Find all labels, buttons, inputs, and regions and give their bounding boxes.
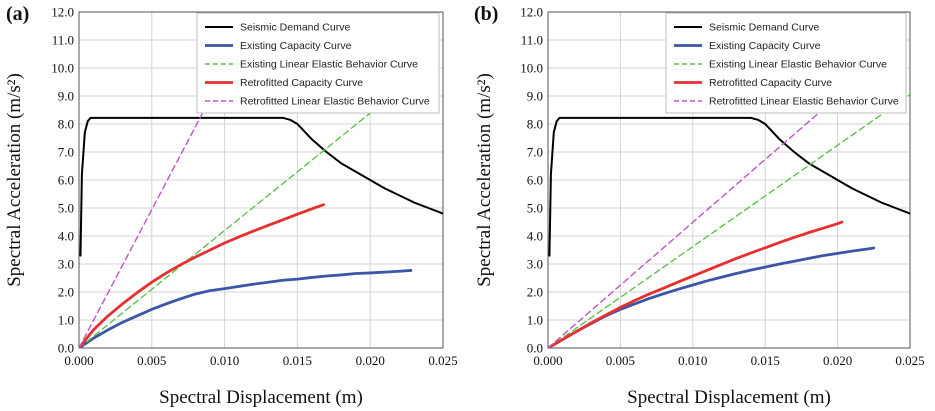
legend-label: Existing Capacity Curve	[240, 40, 352, 52]
x-tick-label: 0.025	[895, 353, 924, 368]
legend: Seismic Demand Curve Existing Capacity Cu…	[665, 12, 907, 114]
x-tick-label: 0.000	[533, 353, 562, 368]
y-tick-label: 6.0	[58, 173, 74, 188]
series-group	[79, 106, 443, 348]
y-axis-title: Spectral Acceleration (m/s²)	[4, 73, 25, 287]
series-line-seismic-demand-curve	[548, 116, 910, 257]
x-tick-label: 0.005	[137, 353, 166, 368]
y-tick-label: 7.0	[527, 145, 543, 160]
x-axis-title: Spectral Displacement (m)	[627, 387, 831, 408]
y-tick-label: 12.0	[520, 5, 543, 20]
y-axis-title: Spectral Acceleration (m/s²)	[474, 73, 495, 287]
series-line-retrofitted-capacity-curve	[548, 220, 844, 348]
x-tick-label: 0.005	[606, 353, 635, 368]
series-line-retrofitted-linear-elastic-behavior-curve	[79, 106, 207, 348]
legend-label: Existing Linear Elastic Behavior Curve	[240, 59, 418, 71]
y-tick-label: 11.0	[52, 33, 74, 48]
legend-box	[196, 12, 440, 114]
y-tick-label: 9.0	[527, 89, 543, 104]
legend: Seismic Demand Curve Existing Capacity Cu…	[196, 12, 440, 114]
x-tick-label: 0.000	[64, 353, 93, 368]
y-tick-label: 8.0	[527, 117, 543, 132]
y-tick-label: 9.0	[58, 89, 74, 104]
legend-box	[665, 12, 907, 114]
y-tick-label: 7.0	[58, 145, 74, 160]
y-tick-label: 4.0	[527, 229, 543, 244]
x-tick-label: 0.020	[356, 353, 385, 368]
panel-label: (b)	[474, 3, 498, 25]
legend-label: Seismic Demand Curve	[709, 22, 819, 34]
series-line-existing-linear-elastic-behavior-curve	[79, 106, 379, 348]
y-tick-label: 2.0	[58, 285, 74, 300]
plot-frame	[78, 11, 444, 349]
y-tick-label: 5.0	[58, 201, 74, 216]
series-line-existing-capacity-curve	[79, 269, 413, 348]
legend-label: Retrofitted Capacity Curve	[709, 77, 832, 89]
y-tick-label: 5.0	[527, 201, 543, 216]
panel-label: (a)	[6, 3, 29, 25]
x-tick-label: 0.025	[428, 353, 457, 368]
y-tick-label: 6.0	[527, 173, 543, 188]
plot-frame	[547, 11, 911, 349]
legend-label: Existing Linear Elastic Behavior Curve	[709, 59, 887, 71]
legend-label: Seismic Demand Curve	[240, 22, 350, 34]
x-tick-label: 0.010	[678, 353, 707, 368]
series-line-retrofitted-capacity-curve	[79, 203, 326, 348]
y-tick-label: 1.0	[527, 313, 543, 328]
y-tick-label: 10.0	[520, 61, 543, 76]
y-tick-label: 11.0	[521, 33, 543, 48]
y-tick-label: 0.0	[58, 341, 74, 356]
chart-panel-a: 0.0 1.0 2.0 3.0 4.0 5.0 6.0 7.0 8.0 9.0 10.0 11.0 12…	[4, 3, 458, 408]
y-tick-label: 1.0	[58, 313, 74, 328]
y-tick-label: 8.0	[58, 117, 74, 132]
legend-label: Retrofitted Linear Elastic Behavior Curv…	[240, 96, 430, 108]
y-tick-label: 2.0	[527, 285, 543, 300]
x-tick-label: 0.010	[210, 353, 239, 368]
x-tick-label: 0.015	[283, 353, 312, 368]
y-tick-label: 3.0	[58, 257, 74, 272]
y-tick-label: 3.0	[527, 257, 543, 272]
x-tick-label: 0.015	[751, 353, 780, 368]
y-tick-label: 12.0	[51, 5, 74, 20]
series-line-existing-linear-elastic-behavior-curve	[548, 93, 910, 348]
x-tick-label: 0.020	[823, 353, 852, 368]
legend-label: Retrofitted Capacity Curve	[240, 77, 363, 89]
legend-label: Existing Capacity Curve	[709, 40, 821, 52]
y-tick-label: 4.0	[58, 229, 74, 244]
y-tick-label: 10.0	[51, 61, 74, 76]
series-line-existing-capacity-curve	[548, 246, 876, 348]
x-axis-title: Spectral Displacement (m)	[159, 387, 363, 408]
legend-label: Retrofitted Linear Elastic Behavior Curv…	[709, 96, 899, 108]
y-tick-label: 0.0	[527, 341, 543, 356]
series-line-seismic-demand-curve	[79, 116, 443, 257]
chart-panel-b: 0.0 1.0 2.0 3.0 4.0 5.0 6.0 7.0 8.0 9.0 10.0 11.0 12…	[474, 3, 925, 408]
